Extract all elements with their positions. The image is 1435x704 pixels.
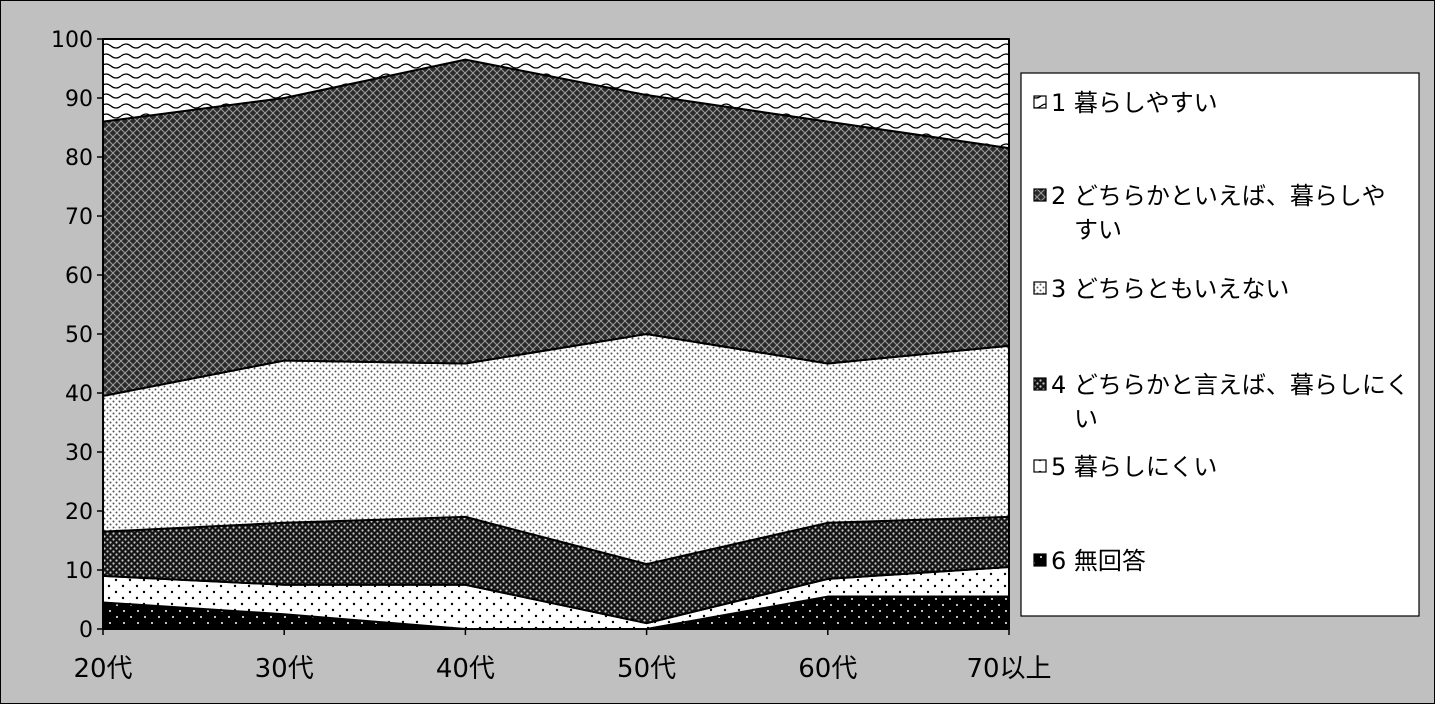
legend-swatch-6: [1033, 553, 1047, 567]
legend-label-5: 5 暮らしにくい: [1051, 453, 1217, 481]
legend-swatch-2: [1033, 188, 1047, 202]
y-tick-label-20: 20: [65, 500, 93, 525]
x-tick-label-5: 70以上: [966, 654, 1051, 684]
y-tick-label-60: 60: [65, 264, 93, 289]
legend-swatch-1: [1033, 95, 1047, 109]
legend-label-3: 3 どちらともいえない: [1051, 275, 1289, 303]
axes-group: 0 10 20 30 40 50 60 70 80 90 100 20代 30代 40代 50代 60代 70以…: [51, 28, 1052, 684]
area-series-group: [102, 38, 1010, 630]
x-tick-label-2: 40代: [436, 654, 495, 684]
y-tick-label-30: 30: [65, 441, 93, 466]
legend-label-4: 4 どちらかと言えば、暮らしにくい: [1051, 371, 1409, 433]
legend-swatch-5: [1033, 459, 1047, 473]
y-tick-label-10: 10: [65, 559, 93, 584]
y-tick-label-0: 0: [79, 618, 93, 643]
x-tick-label-3: 50代: [617, 654, 676, 684]
x-tick-label-0: 20代: [73, 654, 132, 684]
legend-swatch-3: [1033, 281, 1047, 295]
legend-label-2: 2 どちらかといえば、暮らしやすい: [1051, 182, 1386, 244]
legend: 1 暮らしやすい 2 どちらかといえば、暮らしやすい 3 どちらともいえない 4 どち…: [1020, 72, 1420, 617]
legend-label-1: 1 暮らしやすい: [1051, 89, 1218, 117]
legend-box: [1020, 72, 1420, 617]
legend-swatch-4: [1033, 377, 1047, 391]
y-tick-label-70: 70: [65, 205, 93, 230]
y-tick-label-80: 80: [65, 146, 93, 171]
x-tick-label-4: 60代: [798, 654, 857, 684]
y-tick-label-40: 40: [65, 382, 93, 407]
y-tick-label-90: 90: [65, 87, 93, 112]
legend-label-6: 6 無回答: [1051, 547, 1146, 575]
y-tick-label-100: 100: [51, 28, 93, 53]
y-tick-label-50: 50: [65, 323, 93, 348]
x-tick-label-1: 30代: [255, 654, 314, 684]
